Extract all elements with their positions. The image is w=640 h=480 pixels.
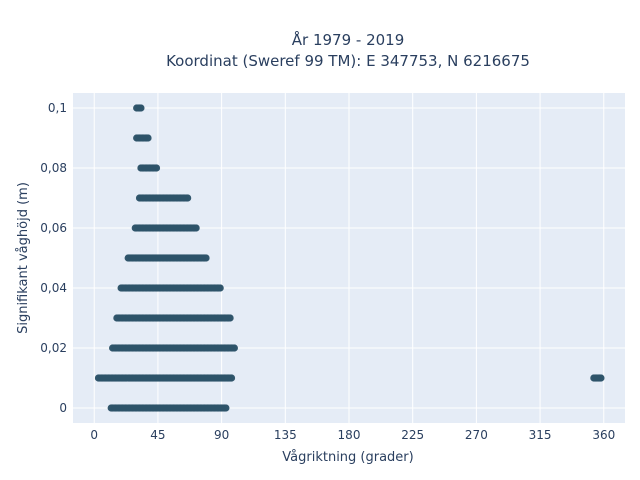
y-tick-label: 0,02 [40, 341, 67, 355]
chart-title-line-1: År 1979 - 2019 [292, 30, 405, 49]
data-band [133, 104, 145, 112]
y-tick-label: 0,04 [40, 281, 67, 295]
y-axis-title: Signifikant våghöjd (m) [16, 182, 31, 334]
x-tick-label: 180 [338, 428, 361, 442]
y-tick-labels: 0 0,02 0,04 0,06 0,08 0,1 [40, 101, 67, 415]
y-tick-label: 0,06 [40, 221, 67, 235]
x-tick-label: 270 [465, 428, 488, 442]
x-tick-label: 360 [592, 428, 615, 442]
chart-title-line-2: Koordinat (Sweref 99 TM): E 347753, N 62… [166, 52, 530, 70]
x-tick-label: 90 [214, 428, 229, 442]
data-band [135, 194, 192, 202]
x-tick-labels: 0 45 90 135 180 225 270 315 360 [90, 428, 615, 442]
data-band [133, 134, 152, 142]
data-band [590, 374, 605, 382]
x-tick-label: 135 [274, 428, 297, 442]
data-band [137, 164, 161, 172]
data-band [117, 284, 224, 292]
y-tick-label: 0 [59, 401, 67, 415]
x-tick-label: 315 [529, 428, 552, 442]
y-tick-label: 0,1 [48, 101, 67, 115]
x-tick-label: 225 [401, 428, 424, 442]
x-tick-label: 45 [150, 428, 165, 442]
x-tick-label: 0 [90, 428, 98, 442]
grid-lines [73, 93, 625, 423]
y-tick-label: 0,08 [40, 161, 67, 175]
data-band [113, 314, 234, 322]
data-band [109, 344, 238, 352]
data-points [94, 104, 605, 412]
data-band [107, 404, 230, 412]
data-band [124, 254, 210, 262]
data-band [94, 374, 236, 382]
x-axis-title: Vågriktning (grader) [282, 450, 413, 465]
data-band [131, 224, 200, 232]
